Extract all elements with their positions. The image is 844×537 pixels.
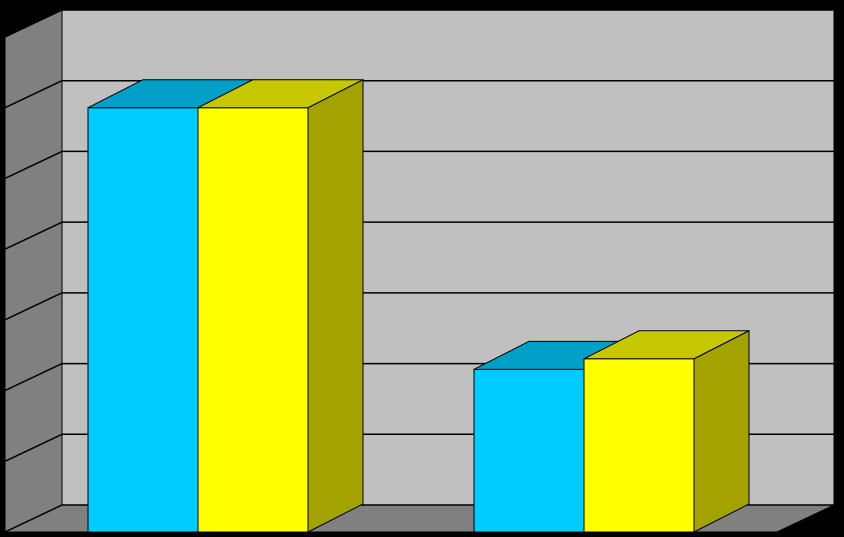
bar-front — [197, 107, 309, 533]
bar-front — [87, 107, 199, 533]
bar-front — [473, 368, 585, 533]
side-wall — [4, 9, 63, 533]
grid-line — [4, 362, 63, 392]
grid-line — [4, 221, 63, 250]
grid-line — [4, 292, 63, 321]
bar-side — [693, 329, 750, 533]
bar-side — [307, 78, 364, 533]
grid-line — [4, 504, 63, 533]
bar — [197, 78, 364, 533]
bar-front — [583, 358, 695, 533]
grid-line — [4, 150, 63, 180]
bar-top — [197, 79, 364, 109]
grid-line — [4, 9, 63, 38]
bar — [583, 329, 750, 533]
grid-line — [4, 433, 63, 462]
grid-line — [4, 80, 63, 109]
bar-top — [583, 330, 750, 360]
